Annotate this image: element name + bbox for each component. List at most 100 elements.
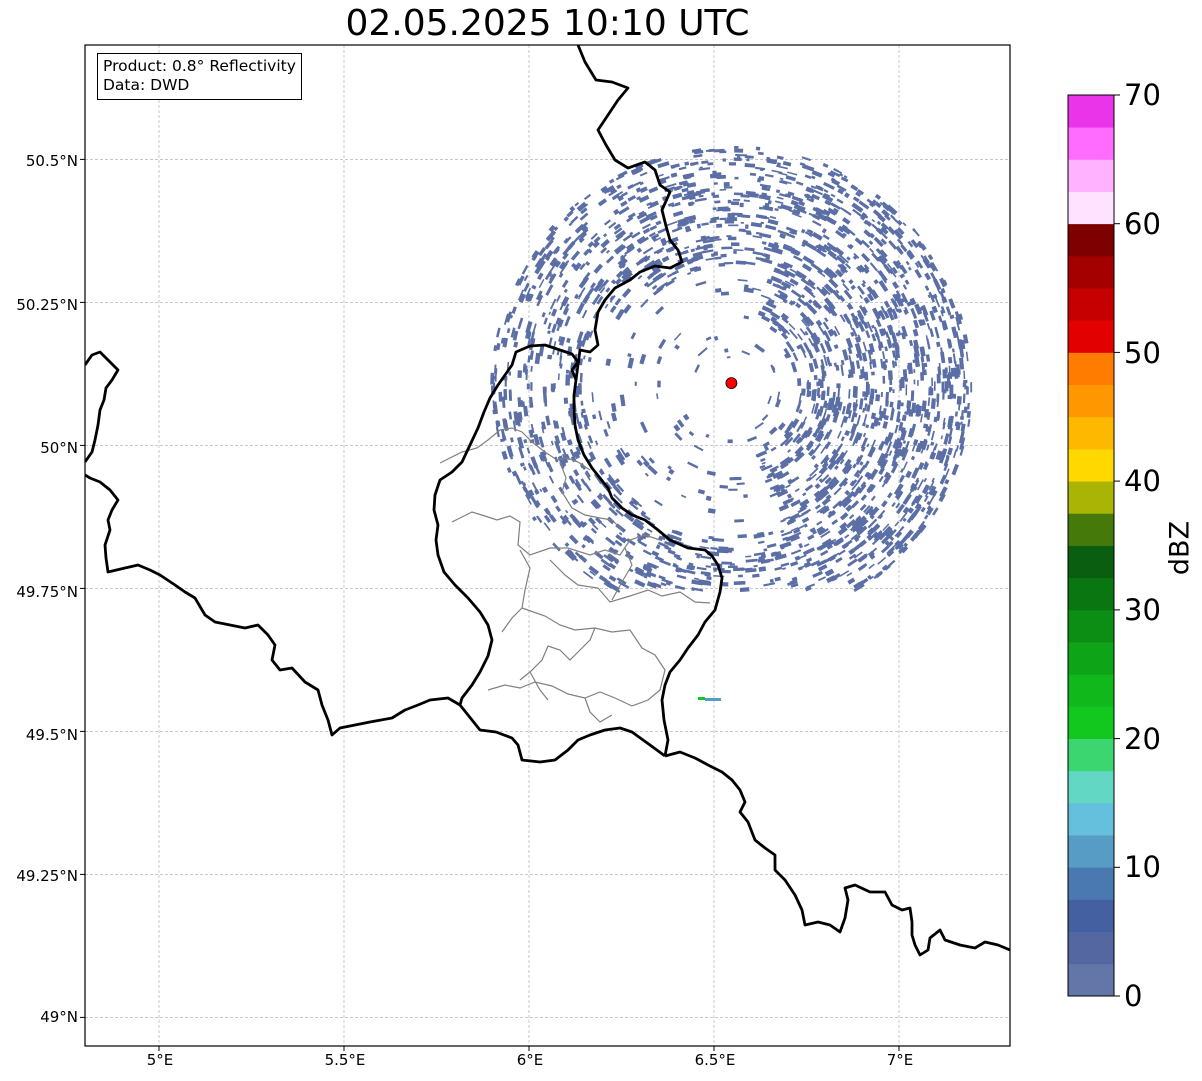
- echo-cell: [520, 400, 523, 405]
- echo-cell: [919, 346, 926, 357]
- echo-cell: [525, 320, 533, 334]
- echo-cell: [780, 562, 790, 568]
- echo-cell: [827, 250, 837, 259]
- echo-cell: [854, 336, 861, 344]
- echo-cell: [947, 356, 953, 364]
- echo-cell: [865, 381, 870, 394]
- echo-cell: [963, 406, 968, 414]
- echo-cell: [787, 580, 798, 586]
- echo-cell: [802, 255, 815, 265]
- echo-cell: [636, 459, 644, 467]
- echo-cell: [804, 484, 814, 492]
- echo-cell: [722, 207, 731, 212]
- echo-cell: [882, 421, 888, 429]
- echo-cell: [831, 449, 837, 455]
- echo-cell: [660, 582, 667, 587]
- echo-cell: [496, 327, 501, 338]
- echo-cell: [672, 192, 683, 200]
- echo-cell: [705, 336, 712, 341]
- echo-cell: [873, 532, 883, 541]
- echo-cell: [831, 178, 841, 186]
- echo-cell: [900, 332, 906, 340]
- echo-cell: [538, 247, 546, 257]
- echo-cell: [785, 175, 797, 182]
- echo-cell: [517, 289, 524, 301]
- echo-cell: [614, 549, 619, 554]
- echo-cell: [926, 505, 932, 510]
- echo-cell: [856, 414, 861, 426]
- echo-cell: [599, 286, 606, 294]
- echo-cell: [558, 486, 565, 495]
- echo-cell: [733, 581, 746, 585]
- echo-cell: [899, 273, 906, 279]
- echo-cell: [913, 369, 916, 373]
- echo-cell: [770, 246, 784, 255]
- echo-cell: [962, 382, 967, 388]
- echo-cell: [870, 424, 874, 429]
- echo-cell: [774, 553, 787, 561]
- echo-cell: [862, 422, 866, 427]
- echo-cell: [767, 242, 780, 250]
- echo-cell: [841, 525, 846, 531]
- echo-cell: [545, 415, 551, 426]
- echo-cell: [649, 214, 658, 221]
- echo-cell: [787, 478, 794, 485]
- echo-cell: [773, 471, 782, 479]
- echo-cell: [878, 280, 889, 293]
- echo-cell: [600, 185, 609, 193]
- echo-cell: [940, 435, 944, 440]
- echo-cell: [622, 536, 628, 542]
- echo-cell: [826, 543, 833, 550]
- echo-cell: [675, 530, 683, 535]
- echo-cell: [504, 342, 508, 348]
- echo-cell: [736, 156, 741, 158]
- echo-cell: [803, 561, 812, 568]
- echo-cell: [754, 421, 764, 430]
- echo-cell: [688, 564, 696, 571]
- echo-cell: [557, 455, 567, 468]
- echo-cell: [627, 272, 633, 278]
- echo-cell: [578, 554, 588, 563]
- echo-cell: [810, 559, 821, 567]
- echo-cell: [517, 317, 524, 330]
- region-border-path: [521, 607, 631, 633]
- echo-cell: [792, 352, 799, 362]
- echo-cell: [762, 558, 774, 564]
- echo-cell: [902, 440, 907, 444]
- colorbar-segment: [1068, 770, 1114, 804]
- echo-cell: [528, 489, 535, 497]
- echo-cell: [593, 236, 601, 244]
- echo-cell: [884, 331, 890, 338]
- echo-cell: [857, 553, 868, 563]
- echo-cell: [752, 287, 762, 292]
- echo-cell: [606, 553, 619, 563]
- reflectivity-echoes: [490, 145, 973, 701]
- echo-cell: [766, 543, 777, 549]
- echo-cell: [594, 440, 599, 446]
- echo-cell: [956, 322, 961, 331]
- echo-cell: [859, 461, 864, 466]
- echo-cell: [552, 245, 561, 255]
- echo-cell: [811, 454, 817, 460]
- echo-cell: [833, 207, 839, 213]
- echo-cell: [814, 483, 821, 490]
- echo-cell: [563, 237, 570, 244]
- colorbar-tick-label: 30: [1124, 593, 1161, 627]
- echo-cell: [911, 495, 919, 506]
- echo-cell: [900, 292, 909, 304]
- echo-cell: [856, 309, 865, 320]
- echo-cell: [945, 306, 952, 316]
- echo-cell: [801, 243, 806, 248]
- echo-cell: [887, 543, 897, 553]
- echo-cell: [893, 293, 902, 305]
- echo-cell: [539, 451, 548, 462]
- echo-cell: [655, 272, 665, 281]
- echo-cell: [835, 364, 840, 371]
- echo-cell: [635, 257, 646, 267]
- colorbar-segment: [1068, 159, 1114, 192]
- colorbar-segment: [1068, 416, 1114, 450]
- echo-cell: [962, 334, 969, 344]
- echo-cell: [770, 317, 777, 324]
- echo-cell: [842, 349, 849, 361]
- echo-cell: [837, 497, 849, 508]
